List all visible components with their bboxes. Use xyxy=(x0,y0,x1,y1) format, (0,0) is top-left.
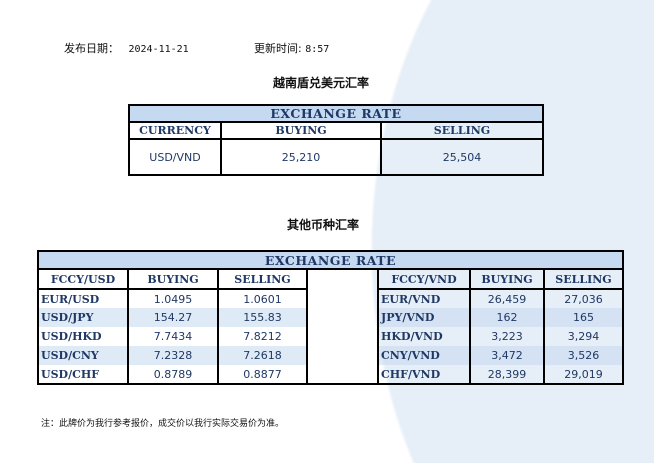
update-time: 更新时间: 8:57 xyxy=(254,40,329,56)
pair: USD/JPY xyxy=(37,308,129,327)
selling-rate: 29,019 xyxy=(543,365,624,385)
pair: USD/CHF xyxy=(37,365,129,385)
time-label: 更新时间: xyxy=(254,42,302,55)
time-value: 8:57 xyxy=(305,44,330,55)
other-rates-table: EXCHANGE RATE FCCY/USD BUYING SELLING FC… xyxy=(37,250,624,385)
table-row: USD/VND 25,210 25,504 xyxy=(128,138,544,176)
selling-rate: 27,036 xyxy=(543,289,624,308)
table-title: EXCHANGE RATE xyxy=(37,250,624,270)
buying-rate: 1.0495 xyxy=(127,289,219,308)
background-decoration xyxy=(370,0,654,463)
col-buying: BUYING xyxy=(220,121,382,140)
col-buying: BUYING xyxy=(469,269,545,290)
pair: USD/CNY xyxy=(37,346,129,365)
col-currency: CURRENCY xyxy=(128,121,222,140)
buying-rate: 28,399 xyxy=(469,365,545,385)
disclaimer-note: 注：此牌价为我行参考报价，成交价以我行实际交易价为准。 xyxy=(41,419,285,429)
spacer xyxy=(306,269,379,385)
pair: USD/HKD xyxy=(37,327,129,346)
col-fccy-usd: FCCY/USD xyxy=(37,269,129,290)
buying-rate: 162 xyxy=(469,308,545,327)
col-fccy-vnd: FCCY/VND xyxy=(377,269,471,290)
selling-rate: 7.2618 xyxy=(217,346,308,365)
other-currencies-title: 其他币种汇率 xyxy=(287,218,360,232)
selling-rate: 1.0601 xyxy=(217,289,308,308)
table-row: USD/CNY 7.2328 7.2618 CNY/VND 3,472 3,52… xyxy=(37,346,624,365)
pair: EUR/VND xyxy=(377,289,471,308)
date-value: 2024-11-21 xyxy=(128,44,189,55)
col-buying: BUYING xyxy=(127,269,219,290)
table-row: USD/HKD 7.7434 7.8212 HKD/VND 3,223 3,29… xyxy=(37,327,624,346)
pair: CNY/VND xyxy=(377,346,471,365)
selling-rate: 7.8212 xyxy=(217,327,308,346)
pair: USD/VND xyxy=(128,138,222,176)
col-selling: SELLING xyxy=(217,269,308,290)
pair: HKD/VND xyxy=(377,327,471,346)
selling-rate: 3,526 xyxy=(543,346,624,365)
table-row: EUR/USD 1.0495 1.0601 EUR/VND 26,459 27,… xyxy=(37,289,624,308)
publish-date: 发布日期： 2024-11-21 xyxy=(64,40,189,56)
buying-rate: 3,223 xyxy=(469,327,545,346)
table-row: USD/CHF 0.8789 0.8877 CHF/VND 28,399 29,… xyxy=(37,365,624,385)
pair: EUR/USD xyxy=(37,289,129,308)
col-selling: SELLING xyxy=(543,269,624,290)
pair: JPY/VND xyxy=(377,308,471,327)
selling-rate: 165 xyxy=(543,308,624,327)
buying-rate: 3,472 xyxy=(469,346,545,365)
table-row: USD/JPY 154.27 155.83 JPY/VND 162 165 xyxy=(37,308,624,327)
buying-rate: 26,459 xyxy=(469,289,545,308)
selling-rate: 25,504 xyxy=(380,138,544,176)
date-label: 发布日期： xyxy=(64,42,119,55)
buying-rate: 0.8789 xyxy=(127,365,219,385)
selling-rate: 155.83 xyxy=(217,308,308,327)
usd-vnd-table: EXCHANGE RATE CURRENCY BUYING SELLING US… xyxy=(128,104,544,176)
usd-vnd-title: 越南盾兑美元汇率 xyxy=(273,76,370,90)
selling-rate: 0.8877 xyxy=(217,365,308,385)
buying-rate: 7.2328 xyxy=(127,346,219,365)
pair: CHF/VND xyxy=(377,365,471,385)
selling-rate: 3,294 xyxy=(543,327,624,346)
table-title: EXCHANGE RATE xyxy=(128,104,544,123)
buying-rate: 25,210 xyxy=(220,138,382,176)
buying-rate: 154.27 xyxy=(127,308,219,327)
buying-rate: 7.7434 xyxy=(127,327,219,346)
col-selling: SELLING xyxy=(380,121,544,140)
